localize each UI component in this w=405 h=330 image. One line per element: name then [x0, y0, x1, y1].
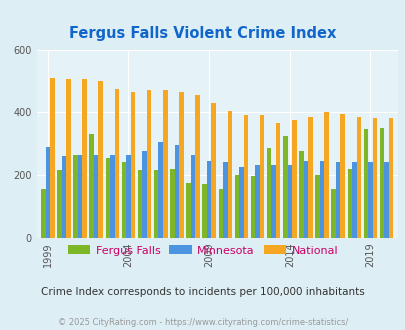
- Bar: [287, 166, 291, 238]
- Bar: [259, 115, 264, 238]
- Legend: Fergus Falls, Minnesota, National: Fergus Falls, Minnesota, National: [63, 241, 342, 260]
- Bar: [142, 151, 147, 238]
- Bar: [282, 136, 287, 238]
- Bar: [307, 117, 312, 238]
- Bar: [315, 175, 319, 238]
- Bar: [45, 147, 50, 238]
- Bar: [324, 112, 328, 238]
- Bar: [388, 118, 392, 238]
- Bar: [82, 79, 87, 238]
- Bar: [138, 170, 142, 238]
- Bar: [340, 114, 344, 238]
- Bar: [186, 183, 190, 238]
- Bar: [130, 92, 135, 238]
- Bar: [356, 117, 360, 238]
- Bar: [372, 118, 376, 238]
- Bar: [367, 162, 372, 238]
- Bar: [163, 90, 167, 238]
- Bar: [384, 162, 388, 238]
- Bar: [41, 189, 45, 238]
- Bar: [222, 162, 227, 238]
- Bar: [303, 161, 307, 238]
- Bar: [170, 169, 174, 238]
- Bar: [234, 175, 239, 238]
- Bar: [98, 81, 103, 238]
- Bar: [243, 115, 247, 238]
- Bar: [227, 111, 232, 238]
- Bar: [202, 184, 207, 238]
- Bar: [57, 170, 62, 238]
- Bar: [291, 120, 296, 238]
- Bar: [158, 142, 163, 238]
- Bar: [255, 166, 259, 238]
- Bar: [351, 162, 356, 238]
- Bar: [122, 162, 126, 238]
- Bar: [179, 92, 183, 238]
- Bar: [330, 189, 335, 238]
- Bar: [266, 148, 271, 238]
- Bar: [195, 95, 199, 238]
- Bar: [89, 134, 94, 238]
- Bar: [298, 151, 303, 238]
- Bar: [73, 154, 78, 238]
- Text: Crime Index corresponds to incidents per 100,000 inhabitants: Crime Index corresponds to incidents per…: [41, 287, 364, 297]
- Bar: [379, 128, 384, 238]
- Bar: [363, 129, 367, 238]
- Bar: [275, 123, 280, 238]
- Bar: [62, 156, 66, 238]
- Bar: [190, 154, 195, 238]
- Bar: [211, 103, 215, 238]
- Bar: [114, 89, 119, 238]
- Bar: [105, 158, 110, 238]
- Bar: [147, 90, 151, 238]
- Bar: [347, 169, 351, 238]
- Bar: [94, 154, 98, 238]
- Text: Fergus Falls Violent Crime Index: Fergus Falls Violent Crime Index: [69, 26, 336, 41]
- Bar: [207, 161, 211, 238]
- Bar: [66, 79, 70, 238]
- Text: © 2025 CityRating.com - https://www.cityrating.com/crime-statistics/: © 2025 CityRating.com - https://www.city…: [58, 318, 347, 327]
- Bar: [110, 154, 114, 238]
- Bar: [174, 145, 179, 238]
- Bar: [218, 189, 222, 238]
- Bar: [153, 170, 158, 238]
- Bar: [250, 177, 255, 238]
- Bar: [239, 167, 243, 238]
- Bar: [126, 154, 130, 238]
- Bar: [50, 78, 54, 238]
- Bar: [319, 161, 324, 238]
- Bar: [271, 166, 275, 238]
- Bar: [78, 154, 82, 238]
- Bar: [335, 162, 340, 238]
